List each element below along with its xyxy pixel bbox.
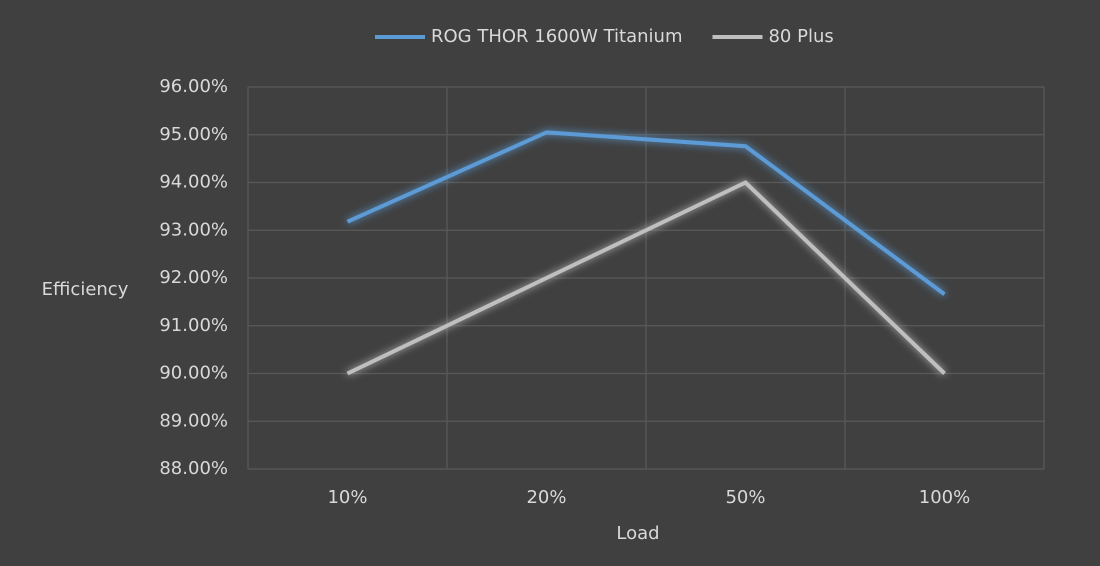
y-tick-label: 95.00% [159,124,228,145]
x-tick-label: 20% [526,487,566,508]
y-tick-label: 93.00% [159,219,228,240]
y-axis-label: Efficiency [42,279,129,300]
series-line [346,180,946,376]
y-tick-label: 94.00% [159,172,228,193]
legend-label: ROG THOR 1600W Titanium [431,26,682,47]
x-tick-label: 100% [919,487,970,508]
legend: ROG THOR 1600W Titanium 80 Plus [375,26,834,47]
series-line [346,130,946,296]
legend-label: 80 Plus [768,26,833,47]
x-axis-label: Load [616,523,659,544]
x-tick-label: 50% [725,487,765,508]
y-tick-label: 89.00% [159,410,228,431]
y-tick-label: 96.00% [159,76,228,97]
y-tick-label: 90.00% [159,363,228,384]
y-tick-label: 88.00% [159,458,228,479]
y-tick-label: 92.00% [159,267,228,288]
x-tick-label: 10% [327,487,367,508]
y-tick-label: 91.00% [159,315,228,336]
